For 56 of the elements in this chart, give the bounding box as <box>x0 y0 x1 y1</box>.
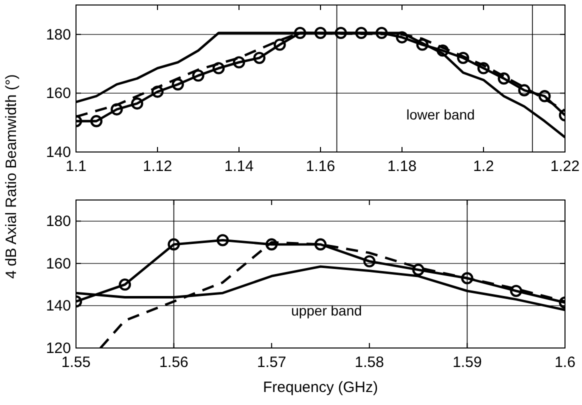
annotation: upper band <box>291 302 362 318</box>
point <box>510 284 522 298</box>
point <box>396 31 408 44</box>
x-tick-label: 1.14 <box>224 158 254 175</box>
x-tick-label: 1.1 <box>66 158 86 175</box>
point <box>461 272 474 284</box>
y-axis-title: 4 dB Axial Ratio Beamwidth (°) <box>3 74 20 279</box>
point <box>457 52 470 64</box>
x-tick-label: 1.16 <box>306 158 336 175</box>
x-tick-label: 1.59 <box>452 354 482 371</box>
x-tick-label: 1.55 <box>61 354 91 371</box>
point <box>110 103 123 116</box>
point <box>274 38 286 51</box>
point <box>294 26 306 40</box>
x-tick-label: 1.2 <box>473 158 494 175</box>
x-axis-title: Frequency (GHz) <box>262 379 378 396</box>
point <box>436 44 449 57</box>
point <box>118 278 131 291</box>
x-tick-label: 1.56 <box>159 354 188 371</box>
y-tick-label: 140 <box>46 144 71 161</box>
y-tick-label: 140 <box>46 298 71 315</box>
y-tick-label: 160 <box>46 85 71 102</box>
x-tick-label: 1.57 <box>257 354 286 371</box>
point <box>416 38 428 51</box>
y-tick-label: 120 <box>46 340 71 357</box>
point <box>518 84 530 96</box>
point <box>314 26 327 40</box>
point <box>168 238 180 250</box>
x-tick-label: 1.22 <box>550 158 580 175</box>
x-tick-label: 1.18 <box>387 158 417 175</box>
y-tick-label: 180 <box>46 26 71 44</box>
point <box>253 52 266 64</box>
x-tick-label: 1.6 <box>554 354 576 371</box>
point <box>376 26 388 40</box>
x-tick-label: 1.12 <box>142 158 172 175</box>
point <box>216 234 229 246</box>
y-tick-label: 160 <box>46 255 71 272</box>
point <box>172 78 184 90</box>
point <box>538 90 551 102</box>
point <box>266 238 278 250</box>
point <box>314 238 327 250</box>
point <box>498 72 510 85</box>
point <box>192 69 204 82</box>
point <box>363 255 376 268</box>
annotation: lower band <box>406 106 475 123</box>
point <box>90 115 102 128</box>
point <box>212 62 225 74</box>
x-tick-label: 1.58 <box>354 354 384 371</box>
point <box>131 97 144 110</box>
point <box>355 26 368 40</box>
point <box>412 264 424 276</box>
point <box>151 86 164 98</box>
point <box>477 62 490 74</box>
y-tick-label: 180 <box>46 213 71 230</box>
point <box>334 26 347 40</box>
point <box>232 56 246 68</box>
